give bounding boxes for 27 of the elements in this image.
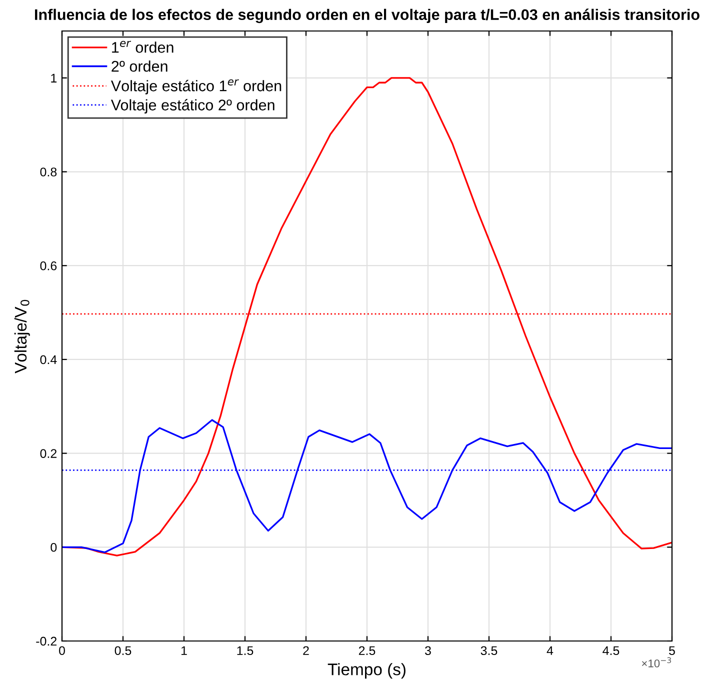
- legend-label: 2º orden: [112, 60, 168, 72]
- legend-label: Voltaje estático 2º orden: [110, 99, 274, 114]
- y-tick-label: 0: [50, 542, 57, 552]
- x-tick-label: 3.5: [480, 646, 498, 656]
- x-tick-label: 1: [181, 646, 187, 655]
- chart-title: Influencia de los efectos de segundo orden en el voltaje para t/L=0.03 en análisis transitorio: [35, 8, 700, 24]
- x-tick-label: 0.5: [114, 646, 132, 656]
- y-axis-title: Voltaje/V$_{0}$: [14, 300, 30, 374]
- legend-label: Voltaje estático 1$^{er}$ orden: [110, 79, 282, 94]
- y-tick-label: 0.2: [40, 449, 57, 458]
- x-tick-label: 5: [669, 646, 675, 656]
- y-tick-label: 0.4: [40, 355, 57, 364]
- line-series: [62, 419, 672, 554]
- x-tick-label: 1.5: [237, 646, 254, 656]
- x-tick-label: 2: [303, 646, 309, 655]
- x-tick-label: 2.5: [358, 646, 376, 656]
- x-tick-label: 3: [425, 646, 431, 656]
- y-tick-label: 0.8: [40, 168, 57, 176]
- x-tick-label: 4.5: [602, 646, 620, 656]
- text: ×10$^{−3}$: [642, 657, 672, 668]
- y-tick-label: 0.6: [40, 261, 57, 270]
- x-tick-label: 0: [59, 646, 65, 656]
- y-tick-label: -0.2: [36, 636, 57, 646]
- legend-label: 1$^{er}$ orden: [112, 40, 174, 53]
- x-tick-label: 4: [546, 646, 554, 655]
- y-tick-label: 1: [51, 74, 57, 82]
- x-axis-title: Tiempo (s): [328, 663, 406, 679]
